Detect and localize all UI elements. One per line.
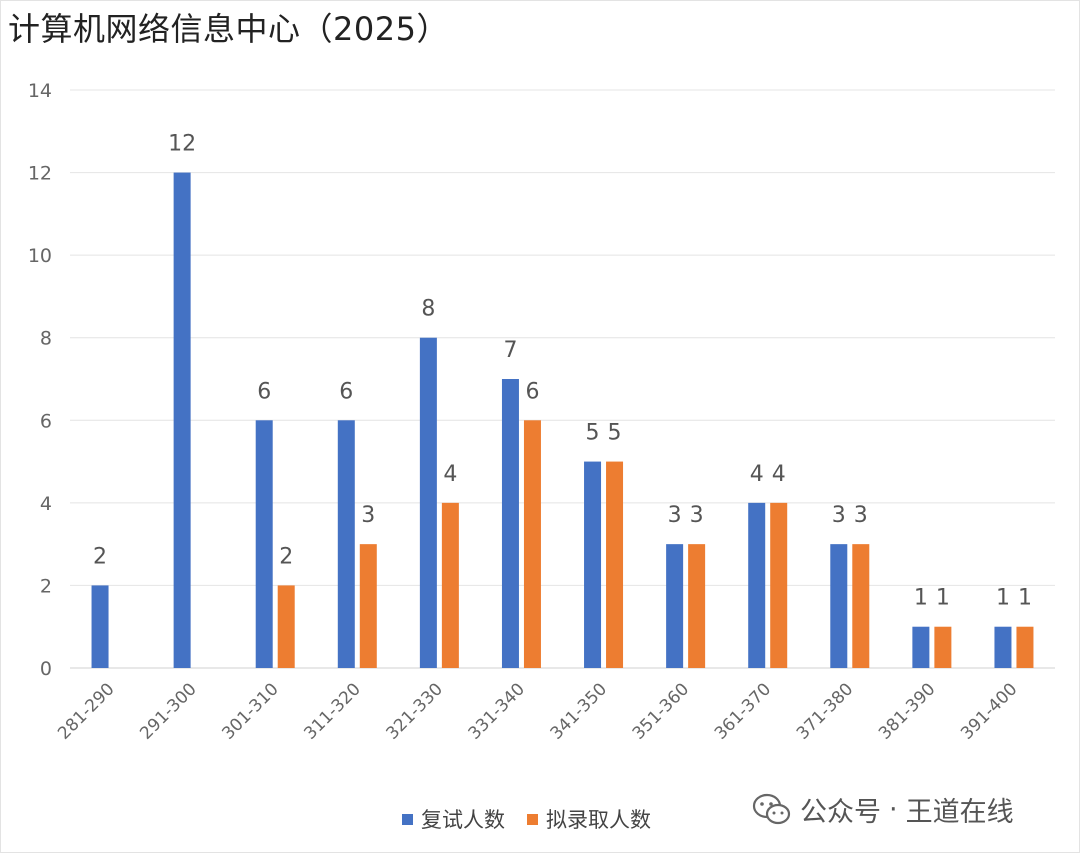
data-label-series-0-5: 7	[503, 338, 517, 363]
bar-series-1-3	[359, 544, 377, 668]
data-label-series-1-10: 1	[936, 586, 950, 611]
data-label-series-1-11: 1	[1018, 586, 1032, 611]
data-label-series-1-3: 3	[361, 503, 375, 528]
bar-series-1-8	[770, 502, 788, 668]
bar-series-0-0	[91, 585, 109, 668]
legend-swatch-blue	[402, 813, 413, 825]
y-tick-label-0: 0	[40, 658, 52, 680]
y-tick-label-3: 6	[40, 410, 52, 432]
x-tick-label-11: 391-400	[957, 679, 1021, 743]
watermark-separator: ·	[889, 794, 898, 825]
bar-series-0-7	[666, 544, 684, 668]
data-label-series-1-2: 2	[279, 544, 293, 569]
data-label-series-0-2: 6	[257, 379, 271, 404]
data-label-series-0-1: 12	[168, 132, 196, 157]
data-label-series-1-8: 4	[772, 462, 786, 487]
data-label-series-1-9: 3	[854, 503, 868, 528]
bar-series-1-7	[688, 544, 706, 668]
data-label-series-1-7: 3	[690, 503, 704, 528]
x-tick-label-1: 291-300	[136, 679, 200, 743]
bar-series-0-5	[501, 379, 519, 668]
x-tick-label-9: 371-380	[793, 679, 857, 743]
data-label-series-0-3: 6	[339, 379, 353, 404]
x-tick-label-6: 341-350	[547, 679, 611, 743]
x-tick-label-8: 361-370	[711, 679, 775, 743]
x-tick-label-7: 351-360	[629, 679, 693, 743]
data-label-series-0-10: 1	[914, 586, 928, 611]
chart-legend: 复试人数 拟录取人数	[402, 804, 673, 834]
bar-series-0-1	[173, 172, 191, 669]
watermark-name: 王道在线	[905, 797, 1014, 828]
y-tick-label-1: 2	[40, 575, 52, 597]
x-tick-label-3: 311-320	[300, 679, 364, 743]
watermark-brand: 公众号	[800, 797, 881, 828]
y-tick-label-2: 4	[40, 493, 52, 515]
legend-item-series-0: 复试人数	[402, 804, 505, 834]
data-label-series-0-7: 3	[668, 503, 682, 528]
data-label-series-0-9: 3	[832, 503, 846, 528]
data-label-series-0-6: 5	[586, 421, 600, 446]
data-label-series-0-0: 2	[93, 544, 107, 569]
x-tick-label-10: 381-390	[875, 679, 939, 743]
data-label-series-1-4: 4	[443, 462, 457, 487]
watermark: 公众号 · 王道在线	[752, 790, 1014, 829]
bar-series-1-5	[523, 420, 541, 668]
bar-series-1-10	[934, 626, 952, 668]
bar-series-1-6	[606, 461, 624, 668]
bar-series-1-11	[1016, 626, 1034, 668]
y-tick-label-7: 14	[28, 80, 52, 102]
legend-swatch-orange	[527, 813, 538, 825]
bar-series-0-2	[255, 420, 273, 668]
y-tick-label-5: 10	[28, 245, 52, 267]
data-label-series-0-11: 1	[996, 586, 1010, 611]
bar-series-0-11	[994, 626, 1012, 668]
bar-series-0-4	[419, 337, 437, 668]
data-label-series-1-5: 6	[525, 379, 539, 404]
bar-series-0-10	[912, 626, 930, 668]
bar-series-0-8	[748, 502, 766, 668]
y-tick-label-4: 8	[40, 328, 52, 350]
x-tick-label-4: 321-330	[383, 679, 447, 743]
bar-series-0-9	[830, 544, 848, 668]
x-tick-label-2: 301-310	[218, 679, 282, 743]
bar-series-1-9	[852, 544, 870, 668]
chart-title: 计算机网络信息中心（2025）	[8, 10, 449, 48]
bar-series-1-2	[277, 585, 295, 668]
data-label-series-0-4: 8	[421, 297, 435, 322]
x-tick-label-0: 281-290	[54, 679, 118, 743]
y-tick-label-6: 12	[28, 163, 52, 185]
bar-series-0-6	[584, 461, 602, 668]
data-label-series-0-8: 4	[750, 462, 764, 487]
legend-item-series-1: 拟录取人数	[527, 804, 651, 834]
bar-series-1-4	[441, 502, 459, 668]
legend-label-series-0: 复试人数	[421, 808, 505, 832]
bar-series-0-3	[337, 420, 355, 668]
legend-label-series-1: 拟录取人数	[546, 808, 651, 832]
x-tick-label-5: 331-340	[465, 679, 529, 743]
data-label-series-1-6: 5	[608, 421, 622, 446]
wechat-icon	[752, 793, 791, 824]
